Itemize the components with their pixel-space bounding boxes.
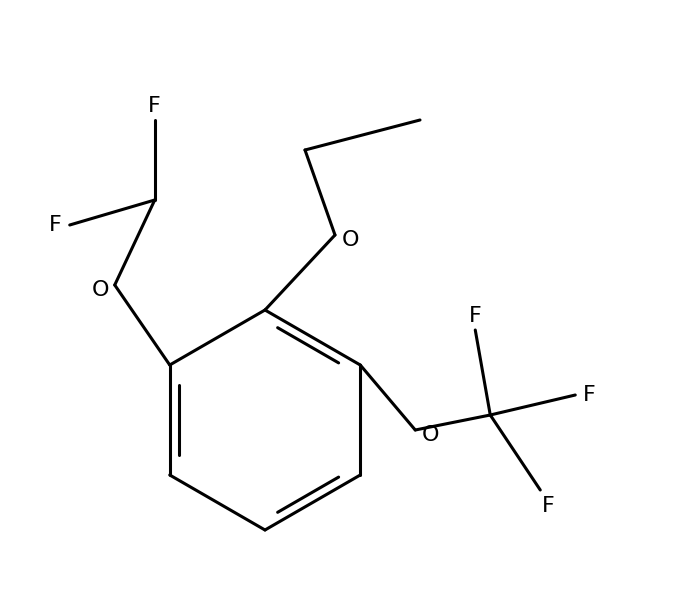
Text: F: F (583, 385, 596, 405)
Text: O: O (341, 230, 358, 250)
Text: F: F (49, 215, 62, 235)
Text: F: F (542, 496, 554, 516)
Text: F: F (469, 306, 482, 326)
Text: F: F (148, 96, 161, 116)
Text: O: O (92, 280, 109, 300)
Text: O: O (421, 425, 439, 445)
